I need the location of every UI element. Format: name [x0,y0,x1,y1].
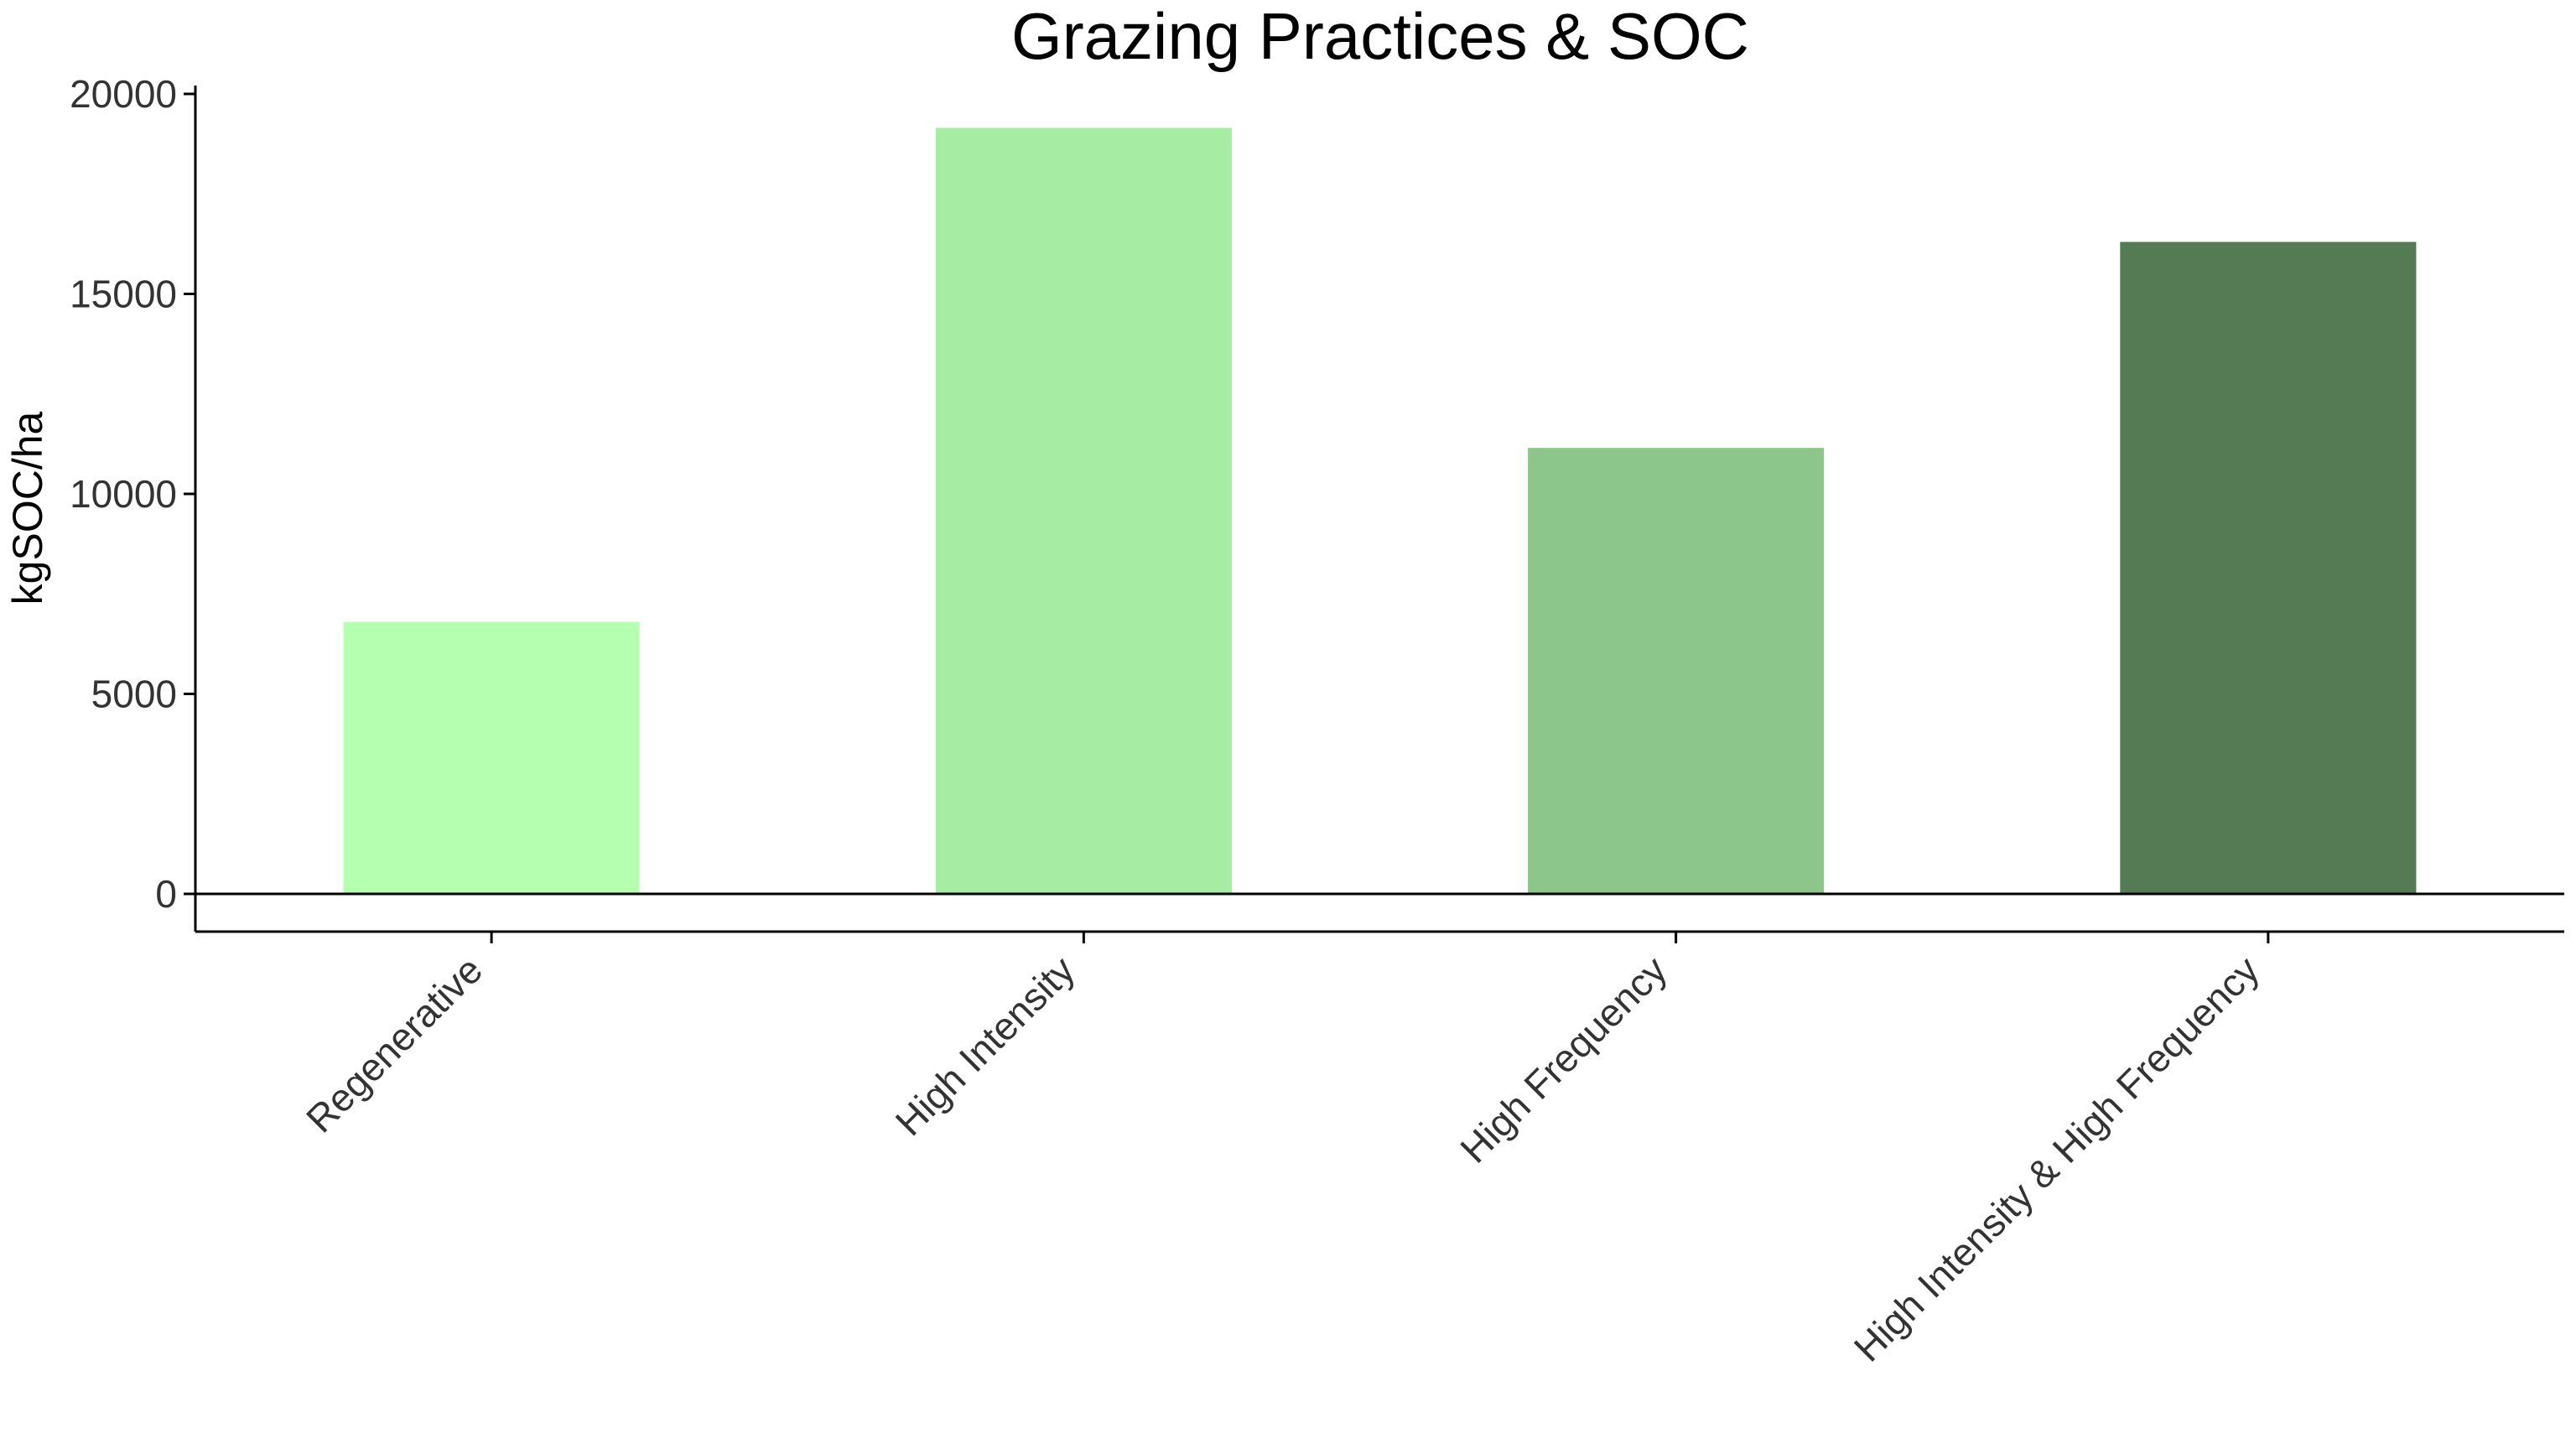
y-tick-label: 0 [155,872,177,916]
x-tick-label: High Intensity [887,948,1083,1144]
x-tick-label: Regenerative [298,948,491,1140]
bar-1 [343,621,640,894]
x-tick-label: High Frequency [1452,948,1675,1171]
plot-area [195,127,2564,896]
chart-title: Grazing Practices & SOC [1011,0,1749,73]
y-axis-label: kgSOC/ha [4,411,51,605]
bar-2 [935,127,1232,895]
axes [194,86,2564,933]
y-tick-label: 5000 [91,673,177,716]
x-tick-label: High Intensity & High Frequency [1846,948,2267,1369]
y-tick-label: 10000 [70,472,177,516]
bar-4 [2120,242,2417,894]
y-tick-label: 20000 [70,72,177,116]
y-tick-label: 15000 [70,273,177,316]
bar-3 [1528,448,1825,894]
